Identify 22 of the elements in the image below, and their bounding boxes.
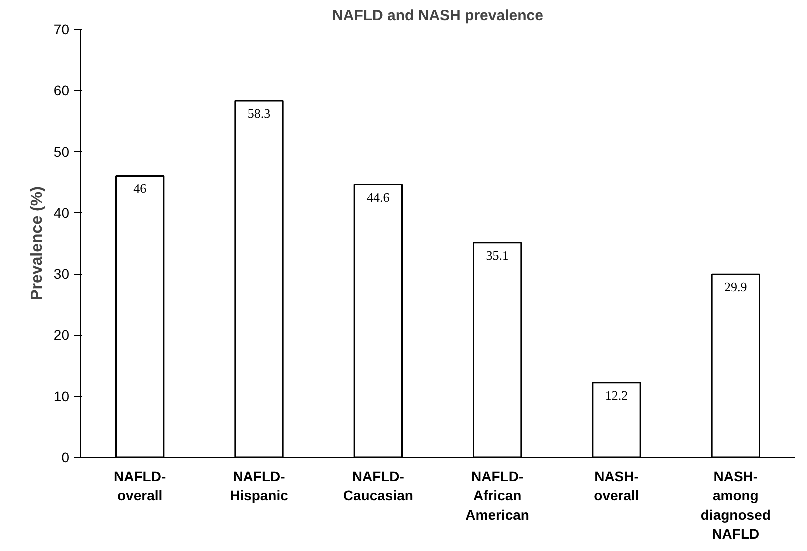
data-label: 35.1 (486, 248, 509, 263)
x-tick-label: NASH- overall (594, 468, 640, 504)
x-tick-label: NAFLD- African American (466, 468, 530, 523)
y-tick-label: 30 (54, 266, 70, 282)
y-tick-label: 20 (54, 327, 70, 344)
y-tick-label: 70 (54, 22, 70, 38)
data-label: 58.3 (248, 106, 271, 122)
y-tick-label: 40 (54, 204, 70, 221)
y-tick-label: 10 (54, 388, 70, 404)
y-tick-label: 50 (54, 144, 70, 160)
y-tick-label: 60 (54, 82, 70, 99)
data-label: 44.6 (367, 190, 390, 205)
x-tick-label: NAFLD- overall (114, 468, 166, 504)
x-tick-label: NAFLD- Hispanic (230, 468, 289, 504)
data-label: 29.9 (724, 280, 748, 295)
chart-title: NAFLD and NASH prevalence (332, 8, 544, 24)
data-label: 46 (134, 181, 148, 196)
data-label: 12.2 (605, 388, 628, 403)
x-tick-label: NASH- among diagnosed NAFLD (700, 468, 771, 542)
y-axis-title: Prevalence (%) (28, 186, 46, 300)
y-tick-label: 0 (62, 450, 70, 466)
x-tick-label: NAFLD- Caucasian (343, 468, 414, 504)
